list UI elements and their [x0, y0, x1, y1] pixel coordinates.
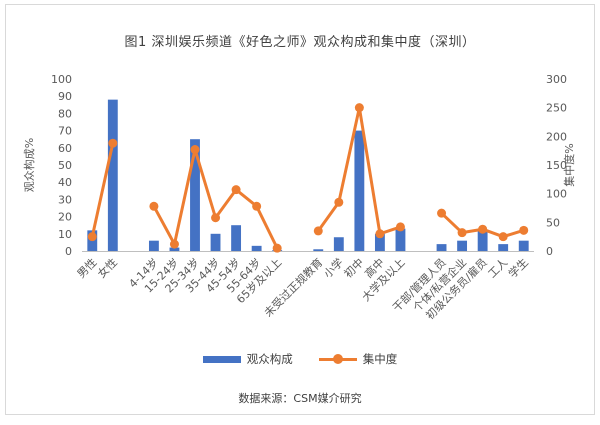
line-point — [313, 226, 323, 236]
line-point — [437, 208, 447, 218]
line-point — [231, 185, 241, 195]
line-point — [457, 228, 467, 238]
x-tick-label: 女性 — [94, 255, 119, 280]
x-tick-label: 工人 — [486, 256, 511, 281]
combo-chart: 0 10 20 30 40 50 60 70 80 90 100 0 50 100 150 200 250 300… — [22, 73, 576, 322]
line-point — [478, 224, 488, 234]
bar-mark — [436, 244, 447, 251]
bar-mark — [518, 240, 529, 251]
x-tick-label: 小学 — [320, 255, 345, 280]
line-point — [272, 243, 282, 253]
line-point — [190, 145, 200, 155]
line-point — [519, 225, 529, 235]
chart-title: 图1 深圳娱乐频道《好色之师》观众构成和集中度（深圳） — [124, 35, 476, 50]
chart-legend: 观众构成 集中度 — [6, 351, 594, 367]
line-series-segment — [152, 148, 279, 249]
y-tick-label: 30 — [58, 193, 72, 206]
legend-label-line: 集中度 — [362, 352, 398, 366]
y-tick-label: 40 — [58, 176, 72, 189]
y-tick-label: 60 — [58, 142, 72, 155]
bar-mark — [395, 228, 406, 251]
line-point — [211, 213, 221, 223]
y2-tick-label: 300 — [546, 73, 567, 86]
y-tick-label: 0 — [65, 245, 72, 258]
y-tick-label: 70 — [58, 125, 72, 138]
line-series-segment — [90, 142, 115, 237]
legend-swatch-line — [318, 354, 357, 364]
y-tick-label: 50 — [58, 159, 72, 172]
y2-tick-label: 250 — [546, 102, 567, 115]
bar-mark — [169, 247, 180, 251]
y-tick-label: 10 — [58, 228, 72, 241]
bar-mark — [354, 130, 365, 251]
legend-item-line: 集中度 — [318, 351, 398, 367]
legend-item-bar: 观众构成 — [202, 351, 293, 367]
bar-mark — [313, 249, 324, 251]
bar-mark — [231, 225, 242, 251]
bar-mark — [477, 230, 488, 251]
source-note: 数据来源：CSM媒介研究 — [238, 392, 362, 405]
bar-mark — [148, 240, 159, 251]
x-tick-label: 初中 — [341, 255, 366, 280]
x-tick-label: 男性 — [74, 255, 99, 280]
line-point — [169, 239, 179, 249]
line-point — [375, 229, 385, 239]
line-point — [498, 232, 508, 242]
y-tick-label: 80 — [58, 107, 72, 120]
line-point — [87, 232, 97, 242]
bar-mark — [374, 233, 385, 251]
y-tick-label: 90 — [58, 90, 72, 103]
y2-tick-label: 200 — [546, 130, 567, 143]
bar-mark — [190, 139, 200, 251]
line-point — [354, 103, 364, 113]
bar-mark — [107, 99, 118, 251]
legend-label-bar: 观众构成 — [246, 352, 293, 366]
bar-mark — [210, 233, 221, 251]
bar-mark — [498, 244, 509, 251]
x-tick-label: 学生 — [505, 255, 530, 280]
bar-mark — [457, 240, 468, 251]
chart-frame: 图1 深圳娱乐频道《好色之师》观众构成和集中度（深圳） 0 10 20 30 40 50 6… — [5, 4, 595, 415]
bar-mark — [333, 237, 344, 251]
line-point — [395, 222, 405, 232]
y-tick-label: 100 — [51, 73, 72, 86]
y2-axis-title: 集中度% — [562, 143, 576, 186]
y2-tick-label: 100 — [546, 188, 567, 201]
y2-tick-label: 0 — [546, 245, 553, 258]
line-point — [252, 201, 262, 211]
y-axis-title: 观众构成% — [22, 138, 36, 192]
legend-swatch-bar — [202, 355, 241, 363]
y-tick-label: 20 — [58, 211, 72, 224]
line-point — [149, 201, 159, 211]
line-point — [108, 138, 118, 148]
bar-mark — [251, 245, 262, 251]
y2-tick-label: 150 — [546, 159, 567, 172]
line-point — [334, 197, 344, 207]
y2-tick-label: 50 — [546, 216, 560, 229]
